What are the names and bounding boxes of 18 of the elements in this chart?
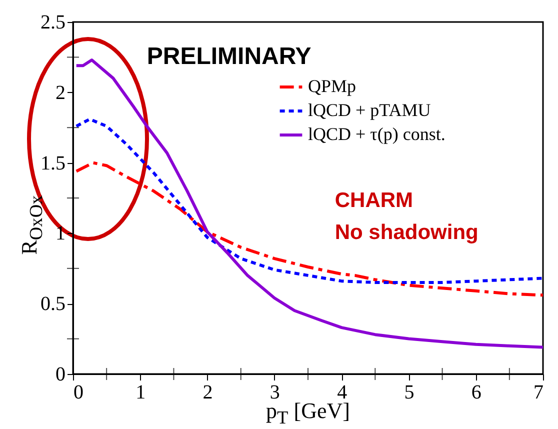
legend-label: lQCD + pTAMU [308, 100, 431, 120]
line-series [74, 161, 543, 297]
x-tick-label: 6 [471, 382, 482, 404]
x-tick-label: 2 [202, 382, 213, 404]
y-tick-label: 2 [56, 82, 66, 104]
x-tick-label: 1 [136, 382, 146, 404]
y-tick-label: 0 [56, 364, 66, 386]
annotation: No shadowing [334, 221, 478, 244]
y-tick-label: 2.5 [40, 12, 66, 34]
annotation: PRELIMINARY [146, 43, 312, 70]
y-tick-label: 1.5 [40, 152, 66, 174]
annotation: CHARM [334, 188, 414, 212]
legend-label: lQCD + τ(p) const. [308, 124, 446, 144]
y-tick-label: 0.5 [40, 293, 66, 316]
x-tick-label: 5 [404, 382, 414, 404]
x-tick-label: 0 [74, 382, 84, 404]
legend-label: QPMp [308, 76, 356, 96]
x-tick-label: 7 [534, 382, 544, 404]
